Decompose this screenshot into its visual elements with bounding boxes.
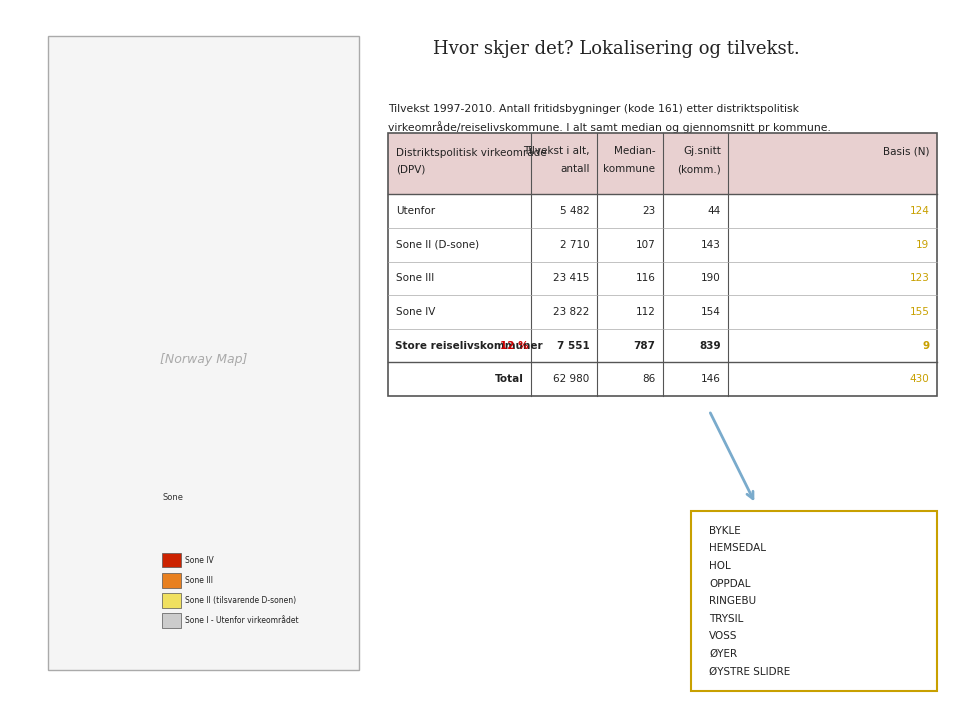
Text: Tilvekst 1997-2010. Antall fritidsbygninger (kode 161) etter distriktspolitisk: Tilvekst 1997-2010. Antall fritidsbygnin… bbox=[389, 104, 800, 114]
Text: 86: 86 bbox=[642, 374, 655, 384]
Text: BYKLE: BYKLE bbox=[709, 526, 741, 536]
Text: [Norway Map]: [Norway Map] bbox=[159, 354, 248, 366]
Text: Sone III: Sone III bbox=[184, 576, 212, 585]
Text: RINGEBU: RINGEBU bbox=[709, 596, 756, 606]
Text: Distriktspolitisk virkeområde: Distriktspolitisk virkeområde bbox=[396, 146, 546, 158]
Text: 154: 154 bbox=[701, 307, 721, 317]
Text: (DPV): (DPV) bbox=[396, 164, 425, 174]
Text: 787: 787 bbox=[634, 341, 655, 351]
Text: 23 822: 23 822 bbox=[553, 307, 589, 317]
Bar bbox=[162, 553, 181, 567]
Text: ØYSTRE SLIDRE: ØYSTRE SLIDRE bbox=[709, 667, 790, 677]
Bar bbox=[389, 133, 937, 194]
Text: Sone II (D-sone): Sone II (D-sone) bbox=[396, 240, 479, 250]
Text: Basis (N): Basis (N) bbox=[883, 146, 929, 156]
Text: 155: 155 bbox=[909, 307, 929, 317]
Text: 107: 107 bbox=[636, 240, 655, 250]
Text: OPPDAL: OPPDAL bbox=[709, 579, 751, 589]
Text: 116: 116 bbox=[636, 274, 655, 284]
Text: antall: antall bbox=[560, 164, 589, 174]
Text: 124: 124 bbox=[909, 206, 929, 216]
Text: kommune: kommune bbox=[603, 164, 655, 174]
Text: 44: 44 bbox=[708, 206, 721, 216]
Text: 23 415: 23 415 bbox=[553, 274, 589, 284]
Text: 12 %: 12 % bbox=[500, 341, 529, 351]
Text: virkeområde/reiselivskommune. I alt samt median og gjennomsnitt pr kommune.: virkeområde/reiselivskommune. I alt samt… bbox=[389, 121, 831, 133]
Text: 839: 839 bbox=[700, 341, 721, 351]
Bar bbox=[162, 573, 181, 588]
Text: Sone IV: Sone IV bbox=[184, 556, 213, 564]
Text: 62 980: 62 980 bbox=[553, 374, 589, 384]
Text: Tilvekst i alt,: Tilvekst i alt, bbox=[523, 146, 589, 156]
FancyBboxPatch shape bbox=[690, 511, 937, 691]
FancyArrowPatch shape bbox=[710, 413, 753, 499]
Text: ØSTLANDSFORSKNING  -  EASTERN NORWAY RESEARCH INSTITUTE  -  LILLEHAMMER  -  NORW: ØSTLANDSFORSKNING - EASTERN NORWAY RESEA… bbox=[9, 116, 18, 604]
Text: Total: Total bbox=[494, 374, 523, 384]
Text: Sone II (tilsvarende D-sonen): Sone II (tilsvarende D-sonen) bbox=[184, 596, 296, 605]
Text: 143: 143 bbox=[701, 240, 721, 250]
Text: Gj.snitt: Gj.snitt bbox=[684, 146, 721, 156]
Text: Median-: Median- bbox=[613, 146, 655, 156]
Text: Sone III: Sone III bbox=[396, 274, 434, 284]
Text: HOL: HOL bbox=[709, 561, 731, 571]
Text: ØYER: ØYER bbox=[709, 649, 737, 659]
Text: 190: 190 bbox=[701, 274, 721, 284]
Text: 2 710: 2 710 bbox=[560, 240, 589, 250]
Text: 112: 112 bbox=[636, 307, 655, 317]
Text: Store reiselivskommuner: Store reiselivskommuner bbox=[395, 341, 542, 351]
Text: 7 551: 7 551 bbox=[557, 341, 589, 351]
Text: HEMSEDAL: HEMSEDAL bbox=[709, 544, 766, 554]
Text: TRYSIL: TRYSIL bbox=[709, 613, 743, 624]
Text: 19: 19 bbox=[916, 240, 929, 250]
Text: Sone: Sone bbox=[162, 493, 183, 503]
Text: 146: 146 bbox=[701, 374, 721, 384]
Text: Sone IV: Sone IV bbox=[396, 307, 435, 317]
Text: Hvor skjer det? Lokalisering og tilvekst.: Hvor skjer det? Lokalisering og tilvekst… bbox=[433, 40, 800, 58]
Text: (komm.): (komm.) bbox=[677, 164, 721, 174]
Text: 5 482: 5 482 bbox=[560, 206, 589, 216]
Text: Utenfor: Utenfor bbox=[396, 206, 435, 216]
Text: VOSS: VOSS bbox=[709, 631, 737, 642]
FancyBboxPatch shape bbox=[48, 36, 359, 670]
Bar bbox=[389, 133, 937, 396]
Text: 23: 23 bbox=[642, 206, 655, 216]
Text: 430: 430 bbox=[909, 374, 929, 384]
Bar bbox=[162, 613, 181, 628]
Text: 123: 123 bbox=[909, 274, 929, 284]
Bar bbox=[162, 593, 181, 608]
Text: Sone I - Utenfor virkeområdet: Sone I - Utenfor virkeområdet bbox=[184, 616, 299, 625]
Text: 9: 9 bbox=[923, 341, 929, 351]
